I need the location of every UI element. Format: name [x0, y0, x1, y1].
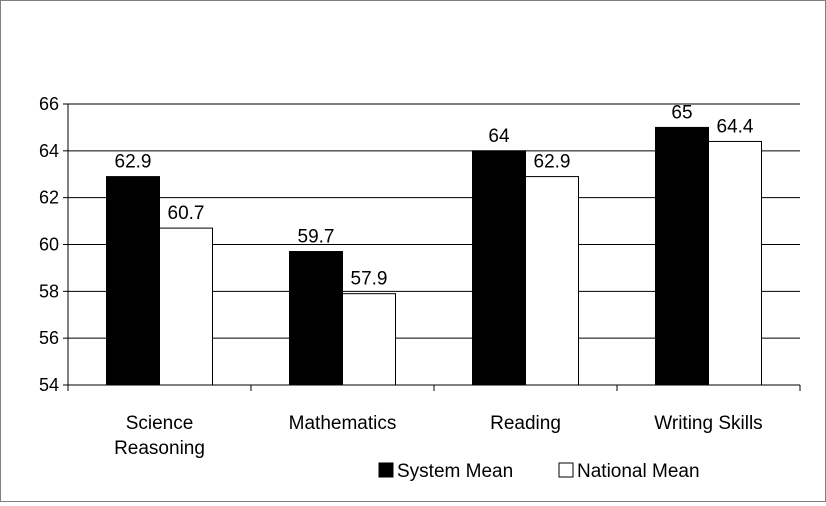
x-tick-label: Reading	[490, 413, 561, 434]
data-label: 64	[488, 126, 510, 147]
data-labels: 62.9 59.7 64 65 60.7 57.9 62.9 64.4	[115, 102, 754, 289]
bar-national-mean-0	[159, 227, 213, 386]
bar-national-mean-3	[708, 140, 762, 386]
bar-system-mean-0	[106, 176, 160, 386]
legend: System Mean National Mean	[378, 461, 700, 482]
y-tick-label: 56	[39, 328, 59, 348]
y-tick-label: 58	[39, 281, 59, 301]
axes	[63, 103, 801, 391]
bars	[106, 126, 762, 386]
y-tick-label: 54	[39, 375, 59, 395]
y-tick-label: 66	[39, 94, 59, 114]
data-label: 65	[671, 102, 692, 123]
y-tick-label: 64	[39, 141, 59, 161]
legend-swatch-system-mean	[378, 462, 394, 478]
x-tick-label: Mathematics	[289, 413, 397, 434]
data-label: 57.9	[351, 269, 388, 290]
data-label: 60.7	[168, 203, 205, 224]
x-tick-label: Reasoning	[114, 438, 205, 459]
bar-system-mean-3	[655, 126, 709, 386]
data-label: 62.9	[534, 152, 571, 173]
bar-system-mean-2	[472, 150, 526, 386]
x-tick-label: Science	[126, 413, 194, 434]
bar-system-mean-1	[289, 251, 343, 386]
bar-national-mean-1	[342, 293, 396, 386]
data-label: 62.9	[115, 152, 152, 173]
legend-swatch-national-mean	[558, 462, 574, 478]
legend-label-national-mean: National Mean	[577, 461, 700, 482]
x-tick-labels: Science Reasoning Mathematics Reading Writin…	[114, 413, 763, 459]
data-label: 64.4	[717, 116, 754, 137]
x-tick-label: Writing Skills	[654, 413, 762, 434]
data-label: 59.7	[298, 227, 335, 248]
y-tick-label: 62	[39, 188, 59, 208]
bar-national-mean-2	[525, 176, 579, 386]
legend-label-system-mean: System Mean	[397, 461, 513, 482]
y-tick-label: 60	[39, 235, 59, 255]
y-tick-labels: 54 56 58 60 62 64 66	[39, 94, 59, 395]
